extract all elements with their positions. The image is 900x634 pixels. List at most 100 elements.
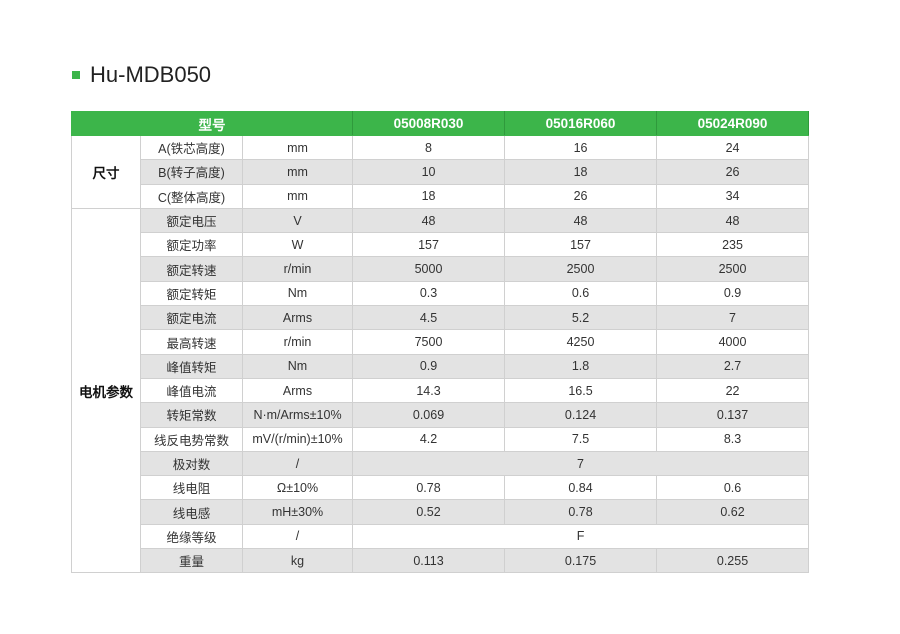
param-value: 48 — [504, 207, 658, 234]
param-value: 0.255 — [656, 548, 810, 574]
header-model: 05024R090 — [656, 111, 810, 136]
table-row: 最高转速 r/min 7500 4250 4000 — [72, 329, 810, 355]
param-value: 0.84 — [504, 475, 658, 501]
param-unit: r/min — [241, 329, 354, 355]
table-row: 额定功率 W 157 157 235 — [72, 232, 810, 258]
param-unit: mH±30% — [241, 499, 354, 525]
param-value: 0.3 — [352, 280, 506, 307]
param-unit: Arms — [241, 305, 354, 331]
param-name: 线反电势常数 — [140, 426, 243, 452]
param-value: 48 — [656, 207, 810, 234]
param-value: 0.113 — [352, 548, 506, 574]
param-value: 1.8 — [504, 353, 658, 379]
param-value: 4250 — [504, 329, 658, 355]
table-row: 线电感 mH±30% 0.52 0.78 0.62 — [72, 499, 810, 525]
table-row: 绝缘等级 / F — [72, 523, 810, 550]
param-name: 额定转矩 — [140, 280, 243, 307]
param-name: 峰值电流 — [140, 377, 243, 404]
table-row: 峰值电流 Arms 14.3 16.5 22 — [72, 377, 810, 404]
param-value: 14.3 — [352, 377, 506, 404]
param-unit: mm — [241, 134, 354, 161]
header-model: 05016R060 — [504, 111, 658, 136]
param-name: 最高转速 — [140, 329, 243, 355]
param-value: 0.069 — [352, 402, 506, 428]
table-row: C(整体高度) mm 18 26 34 — [72, 183, 810, 209]
param-value: 0.78 — [352, 475, 506, 501]
param-name: C(整体高度) — [140, 183, 243, 209]
param-name: 线电感 — [140, 499, 243, 525]
param-value: 2500 — [504, 256, 658, 282]
param-value: 16.5 — [504, 377, 658, 404]
param-value: 26 — [656, 159, 810, 185]
param-value: 18 — [504, 159, 658, 185]
table-row: 额定转矩 Nm 0.3 0.6 0.9 — [72, 280, 810, 307]
spec-table: 型号 05008R030 05016R060 05024R090 尺寸 A(铁芯高… — [70, 111, 810, 574]
group-label: 电机参数 — [71, 207, 141, 574]
param-unit: N·m/Arms±10% — [241, 402, 354, 428]
model-title: Hu-MDB050 — [90, 62, 212, 87]
param-name: 线电阻 — [140, 475, 243, 501]
param-value: 16 — [504, 134, 658, 161]
param-unit: V — [241, 207, 354, 234]
green-square-bullet-icon — [72, 71, 80, 79]
param-value: 235 — [656, 232, 810, 258]
param-value: 0.6 — [504, 280, 658, 307]
param-unit: Arms — [241, 377, 354, 404]
param-unit: r/min — [241, 256, 354, 282]
param-value: 0.137 — [656, 402, 810, 428]
param-value-merged: 7 — [352, 450, 810, 477]
param-value: 4000 — [656, 329, 810, 355]
param-value: 26 — [504, 183, 658, 209]
param-name: 额定转速 — [140, 256, 243, 282]
param-value: 8 — [352, 134, 506, 161]
param-unit: mm — [241, 159, 354, 185]
param-value: 2.7 — [656, 353, 810, 379]
param-value: 18 — [352, 183, 506, 209]
table-row: 峰值转矩 Nm 0.9 1.8 2.7 — [72, 353, 810, 379]
param-unit: / — [241, 450, 354, 477]
header-model-label: 型号 — [70, 111, 354, 136]
param-name: A(铁芯高度) — [140, 134, 243, 161]
param-value: 7 — [656, 305, 810, 331]
param-name: 额定功率 — [140, 232, 243, 258]
param-value: 157 — [504, 232, 658, 258]
param-unit: W — [241, 232, 354, 258]
param-value: 0.9 — [656, 280, 810, 307]
param-value: 0.6 — [656, 475, 810, 501]
param-name: B(转子高度) — [140, 159, 243, 185]
param-value: 0.175 — [504, 548, 658, 574]
param-value: 0.78 — [504, 499, 658, 525]
param-unit: mV/(r/min)±10% — [241, 426, 354, 452]
param-value: 48 — [352, 207, 506, 234]
param-name: 额定电流 — [140, 305, 243, 331]
param-name: 极对数 — [140, 450, 243, 477]
param-value: 0.124 — [504, 402, 658, 428]
param-name: 额定电压 — [140, 207, 243, 234]
param-unit: mm — [241, 183, 354, 209]
table-row: 重量 kg 0.113 0.175 0.255 — [72, 548, 810, 574]
param-value: 4.2 — [352, 426, 506, 452]
param-unit: / — [241, 523, 354, 550]
param-unit: Nm — [241, 353, 354, 379]
param-value: 8.3 — [656, 426, 810, 452]
param-value: 0.9 — [352, 353, 506, 379]
param-name: 重量 — [140, 548, 243, 574]
table-row: B(转子高度) mm 10 18 26 — [72, 159, 810, 185]
param-value: 22 — [656, 377, 810, 404]
table-row: 极对数/7 — [72, 450, 810, 477]
param-value: 34 — [656, 183, 810, 209]
param-value: 0.62 — [656, 499, 810, 525]
table-row: 线电阻 Ω±10% 0.78 0.84 0.6 — [72, 475, 810, 501]
param-name: 转矩常数 — [140, 402, 243, 428]
param-value: 5.2 — [504, 305, 658, 331]
table-row: 额定转速 r/min 5000 2500 2500 — [72, 256, 810, 282]
table-row: 电机参数 额定电压 V 48 48 48 — [71, 207, 810, 574]
param-unit: kg — [241, 548, 354, 574]
param-name: 绝缘等级 — [140, 523, 243, 550]
param-value: 0.52 — [352, 499, 506, 525]
param-value: 2500 — [656, 256, 810, 282]
param-value: 10 — [352, 159, 506, 185]
param-value: 157 — [352, 232, 506, 258]
group-label: 尺寸 — [71, 135, 141, 209]
param-value-merged: F — [352, 523, 810, 550]
